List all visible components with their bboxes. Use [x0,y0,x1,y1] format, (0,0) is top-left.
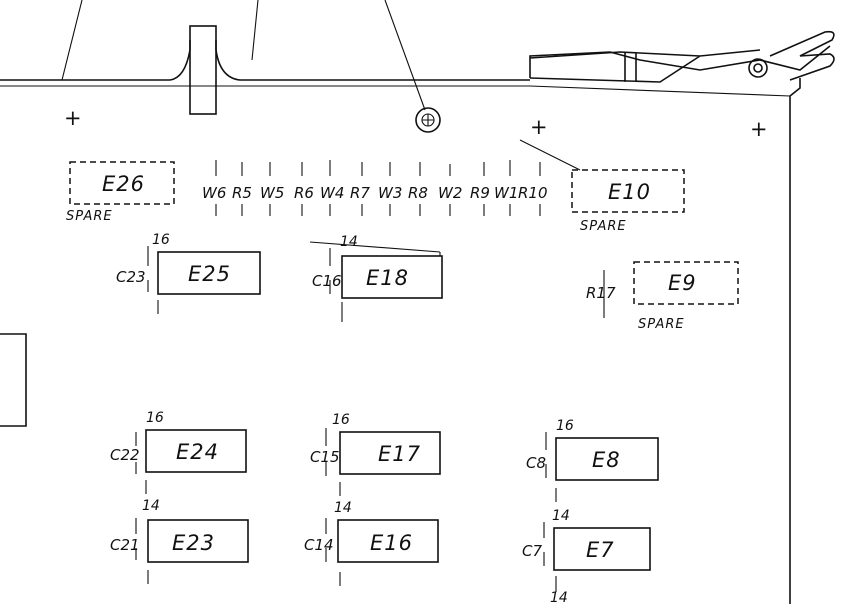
resistor-array [215,160,541,216]
resistor-label-r17: R17 [586,284,616,302]
cap-label-c8: C8 [526,454,546,472]
resistor-label: W3 [378,184,402,202]
standoff-post [189,25,217,115]
resistor-label: R8 [408,184,428,202]
cap-label-c21: C21 [110,536,140,554]
spare-chip-e26 [69,161,175,205]
cap-label-c15: C15 [310,448,340,466]
spare-note-e9: SPARE [638,317,685,332]
spare-chip-e10 [571,169,685,213]
chip-e7 [553,527,651,571]
chip-e23 [147,519,249,563]
pin-count: 14 [334,500,352,516]
chip-e24 [145,429,247,473]
chip-label-e26: E26 [102,172,145,196]
chip-e18 [341,255,443,299]
pin-count: 14 [142,498,160,514]
chip-label-e8: E8 [592,448,621,472]
chip-label-e17: E17 [378,442,421,466]
ejector-lever [529,49,761,83]
resistor-label: R6 [294,184,314,202]
chip-e16 [337,519,439,563]
cap-label-c23: C23 [116,268,146,286]
pin-count: 14 [552,508,570,524]
resistor-label: R7 [350,184,370,202]
resistor-label: W1 [494,184,518,202]
chip-e8 [555,437,659,481]
pin-count: 16 [152,232,170,248]
chip-e17 [339,431,441,475]
pin-count: 16 [332,412,350,428]
chip-label-e10: E10 [608,180,651,204]
resistor-label: W4 [320,184,344,202]
pin-count: 14 [340,234,358,250]
spare-note-e10: SPARE [580,219,627,234]
resistor-label: R10 [518,184,548,202]
chip-label-e7: E7 [586,538,615,562]
board-edge-inner [0,85,791,97]
resistor-label: W2 [438,184,462,202]
resistor-label: R9 [470,184,490,202]
pin-count: 16 [146,410,164,426]
chip-label-e23: E23 [172,531,215,555]
leader-lines [61,0,581,171]
cap-label-c16: C16 [312,272,342,290]
chip-e25 [157,251,261,295]
edge-component [0,333,27,427]
chip-label-e18: E18 [366,266,409,290]
pivot-screw [748,58,768,78]
pin-count: 16 [556,418,574,434]
chip-label-e25: E25 [188,262,231,286]
chip-label-e16: E16 [370,531,413,555]
pin-count-bottom: 14 [550,590,568,604]
resistor-label: R5 [232,184,252,202]
board-top-edge [0,40,831,604]
chip-label-e24: E24 [176,440,219,464]
resistor-label: W6 [202,184,226,202]
cap-label-c14: C14 [304,536,334,554]
spare-note-e26: SPARE [66,209,113,224]
chip-label-e9: E9 [668,271,697,295]
test-point [415,107,441,133]
mount-mark-3: + [750,117,769,141]
pivot-screw-core [753,63,763,73]
resistor-label: W5 [260,184,284,202]
cap-label-c22: C22 [110,446,140,464]
ejector-fork [769,30,835,81]
mount-mark-1: + [64,106,83,130]
mount-mark-2: + [530,115,549,139]
resistor-labels: W6 R5 W5 R6 W4 R7 W3 R8 W2 R9 W1 R10 [202,184,548,202]
cap-label-c7: C7 [522,542,542,560]
spare-chip-e9 [633,261,739,305]
